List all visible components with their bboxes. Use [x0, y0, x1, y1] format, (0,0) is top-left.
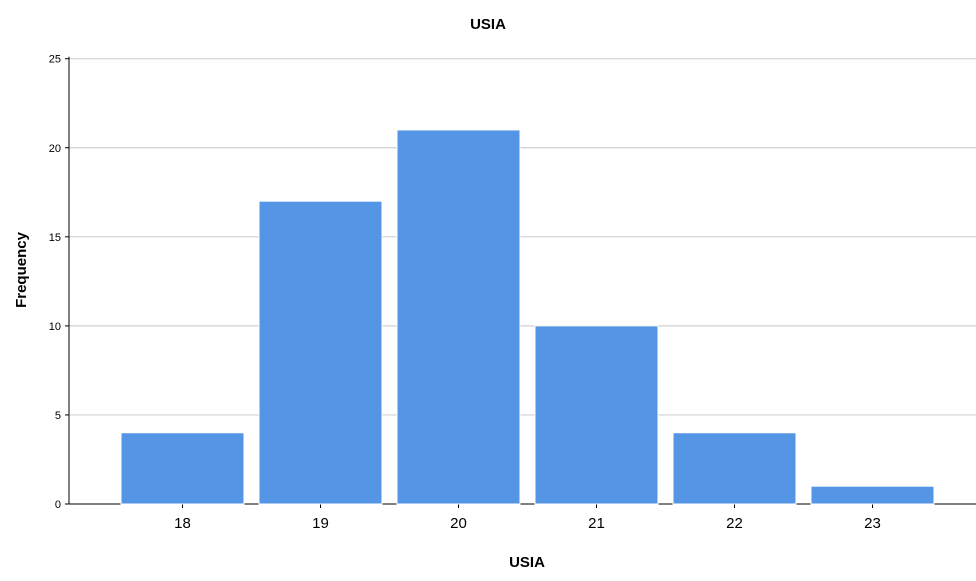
- y-axis-label: Frequency: [13, 231, 30, 308]
- gridlines: [69, 58, 976, 416]
- y-tick-labels: 0 5 10 15 20 25: [49, 54, 61, 511]
- x-tick-label: 21: [588, 515, 605, 532]
- y-tick-label: 10: [49, 321, 61, 333]
- bar-20: [396, 129, 521, 505]
- bar-18: [120, 432, 245, 505]
- bar-23: [810, 485, 935, 505]
- y-tick-label: 15: [49, 232, 61, 244]
- x-tick-labels: 18 19 20 21 22 23: [174, 515, 881, 532]
- y-tick-label: 5: [55, 410, 61, 422]
- y-tick-label: 25: [49, 54, 61, 66]
- x-tick-label: 20: [450, 515, 467, 532]
- bar-19: [258, 200, 383, 505]
- bar-22: [672, 432, 797, 505]
- y-tick-label: 20: [49, 143, 61, 155]
- bar-21: [534, 325, 659, 505]
- chart-title: USIA: [470, 16, 506, 33]
- x-tick-label: 18: [174, 515, 191, 532]
- y-tick-label: 0: [55, 499, 61, 511]
- bars: [120, 129, 935, 505]
- x-tick-label: 19: [312, 515, 329, 532]
- x-tick-label: 22: [726, 515, 743, 532]
- x-axis-label: USIA: [509, 554, 545, 571]
- x-tick-label: 23: [864, 515, 881, 532]
